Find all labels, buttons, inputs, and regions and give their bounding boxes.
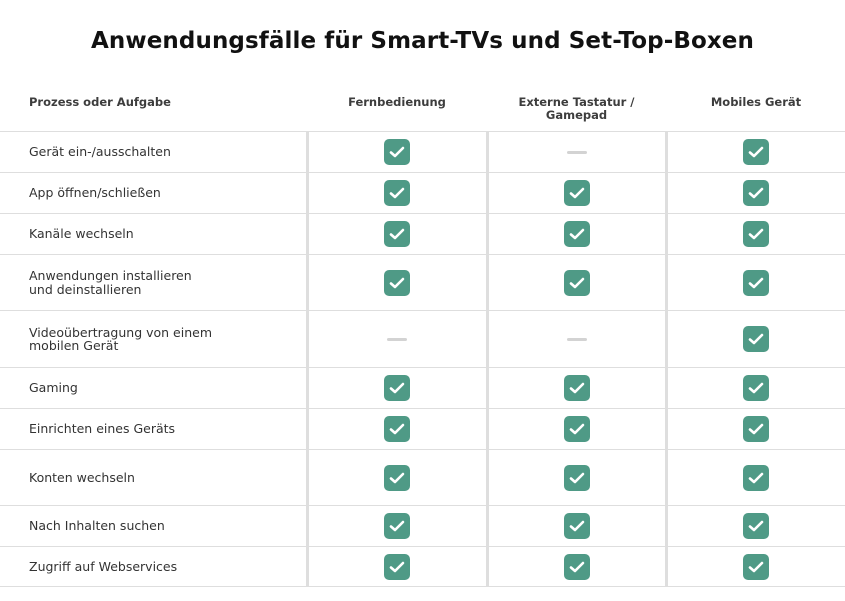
checkmark-icon: [384, 553, 410, 580]
remote-cell: [305, 213, 488, 255]
task-cell: Anwendungen installieren und deinstallie…: [0, 254, 308, 311]
task-label: Anwendungen installieren und deinstallie…: [29, 268, 192, 297]
mobile-cell: [664, 213, 845, 255]
keyboard-cell: [485, 254, 667, 311]
task-cell: Einrichten eines Geräts: [0, 408, 308, 450]
checkmark-icon: [563, 221, 590, 247]
task-label: Nach Inhalten suchen: [29, 518, 165, 534]
remote-cell: [305, 172, 488, 214]
keyboard-cell: [485, 546, 667, 587]
table-header: Prozess oder Aufgabe Fernbedienung Exter…: [0, 88, 845, 132]
task-label: Videoübertragung von einem mobilen Gerät: [29, 324, 212, 353]
task-cell: Gerät ein-/ausschalten: [0, 131, 308, 173]
table-row: Gerät ein-/ausschalten: [0, 131, 845, 173]
remote-cell: [305, 408, 488, 450]
table-row: Konten wechseln: [0, 449, 845, 506]
checkmark-icon: [743, 553, 770, 580]
header-remote: Fernbedienung: [348, 95, 446, 109]
checkmark-icon: [384, 269, 410, 296]
table-row: Zugriff auf Webservices: [0, 546, 845, 587]
table-row: Videoübertragung von einem mobilen Gerät: [0, 310, 845, 368]
task-cell: Konten wechseln: [0, 449, 308, 506]
mobile-cell: [664, 408, 845, 450]
checkmark-icon: [384, 513, 410, 539]
checkmark-icon: [384, 221, 410, 247]
remote-cell: [305, 131, 488, 173]
checkmark-icon: [743, 221, 770, 247]
remote-cell: [305, 546, 488, 587]
task-cell: Nach Inhalten suchen: [0, 505, 308, 547]
table-row: Gaming: [0, 367, 845, 409]
dash-icon: [566, 338, 587, 342]
header-keyboard: Externe Tastatur / Gamepad: [488, 88, 665, 132]
checkmark-icon: [743, 513, 770, 539]
remote-cell: [305, 367, 488, 409]
mobile-cell: [664, 172, 845, 214]
checkmark-icon: [743, 375, 770, 401]
checkmark-icon: [563, 269, 590, 296]
keyboard-cell: [485, 213, 667, 255]
keyboard-cell: [485, 367, 667, 409]
mobile-cell: [664, 310, 845, 368]
keyboard-cell: [485, 505, 667, 547]
mobile-cell: [664, 449, 845, 506]
remote-cell: [305, 254, 488, 311]
checkmark-icon: [563, 464, 590, 491]
keyboard-cell: [485, 131, 667, 173]
dash-icon: [387, 338, 407, 342]
remote-cell: [305, 449, 488, 506]
table-row: Nach Inhalten suchen: [0, 505, 845, 547]
table-row: Anwendungen installieren und deinstallie…: [0, 254, 845, 311]
page-title: Anwendungsfälle für Smart-TVs und Set-To…: [91, 28, 754, 54]
keyboard-cell: [485, 408, 667, 450]
checkmark-icon: [384, 375, 410, 401]
mobile-cell: [664, 546, 845, 587]
task-cell: Kanäle wechseln: [0, 213, 308, 255]
mobile-cell: [664, 367, 845, 409]
header-mobile: Mobiles Gerät: [710, 95, 802, 109]
table-row: Kanäle wechseln: [0, 213, 845, 255]
checkmark-icon: [743, 464, 770, 491]
header-task: Prozess oder Aufgabe: [29, 95, 171, 109]
task-cell: Videoübertragung von einem mobilen Gerät: [0, 310, 308, 368]
checkmark-icon: [384, 180, 410, 206]
comparison-table: Gerät ein-/ausschalten App öffnen/schließ…: [0, 131, 845, 587]
task-label: App öffnen/schließen: [29, 185, 161, 201]
checkmark-icon: [563, 180, 590, 206]
dash-icon: [566, 151, 587, 155]
table-row: Einrichten eines Geräts: [0, 408, 845, 450]
checkmark-icon: [743, 326, 770, 352]
task-label: Gaming: [29, 380, 78, 396]
header-keyboard-label: Externe Tastatur / Gamepad: [518, 95, 635, 122]
task-cell: App öffnen/schließen: [0, 172, 308, 214]
checkmark-icon: [563, 416, 590, 442]
table-row: App öffnen/schließen: [0, 172, 845, 214]
task-label: Kanäle wechseln: [29, 226, 134, 242]
task-label: Einrichten eines Geräts: [29, 421, 176, 437]
checkmark-icon: [384, 416, 410, 442]
keyboard-cell: [485, 172, 667, 214]
checkmark-icon: [563, 375, 590, 401]
checkmark-icon: [384, 464, 410, 491]
mobile-cell: [664, 505, 845, 547]
checkmark-icon: [743, 269, 770, 296]
mobile-cell: [664, 254, 845, 311]
keyboard-cell: [485, 310, 667, 368]
checkmark-icon: [743, 416, 770, 442]
mobile-cell: [664, 131, 845, 173]
checkmark-icon: [563, 513, 590, 539]
remote-cell: [305, 505, 488, 547]
task-cell: Gaming: [0, 367, 308, 409]
checkmark-icon: [563, 553, 590, 580]
checkmark-icon: [743, 180, 770, 206]
task-label: Konten wechseln: [29, 469, 135, 485]
task-cell: Zugriff auf Webservices: [0, 546, 308, 587]
keyboard-cell: [485, 449, 667, 506]
task-label: Gerät ein-/ausschalten: [29, 144, 171, 160]
checkmark-icon: [743, 139, 770, 165]
task-label: Zugriff auf Webservices: [29, 558, 178, 574]
checkmark-icon: [384, 139, 410, 165]
remote-cell: [305, 310, 488, 368]
